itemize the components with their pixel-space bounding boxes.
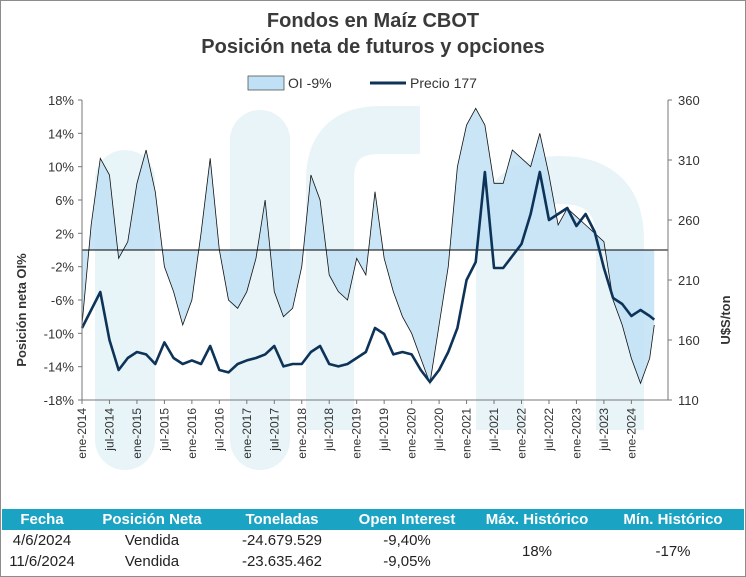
cell-open-interest: -9,40%: [383, 532, 431, 549]
cell-open-interest: -9,05%: [383, 553, 431, 570]
y-left-tick-label: -18%: [44, 393, 75, 408]
cell-min-historico: -17%: [655, 542, 691, 560]
x-tick-label: jul-2020: [432, 408, 446, 452]
y-left-tick-label: 14%: [48, 126, 74, 141]
x-tick-label: jul-2019: [377, 408, 391, 452]
header-max-historico: Máx. Histórico: [472, 509, 602, 530]
header-min-historico: Mín. Histórico: [602, 509, 744, 530]
header-open-interest: Open Interest: [342, 509, 472, 530]
x-tick-label: ene-2020: [405, 408, 419, 459]
x-tick-label: jul-2017: [267, 408, 281, 452]
y-right-tick-label: 310: [678, 153, 700, 168]
y-left-tick-label: 10%: [48, 160, 74, 175]
x-tick-label: jul-2015: [157, 408, 171, 452]
y-left-tick-label: -10%: [44, 326, 75, 341]
summary-table: Fecha Posición Neta Toneladas Open Inter…: [2, 509, 744, 572]
x-tick-label: ene-2023: [569, 408, 583, 459]
y-right-tick-label: 160: [678, 333, 700, 348]
y-right-tick-label: 210: [678, 273, 700, 288]
chart-subtitle: Posición neta de futuros y opciones: [201, 36, 545, 58]
cell-toneladas: -23.635.462: [241, 553, 323, 570]
y-left-tick-label: 6%: [55, 193, 74, 208]
cell-posicion: Vendida: [124, 553, 180, 570]
x-tick-label: jul-2022: [542, 408, 556, 452]
y-right-tick-label: 260: [678, 213, 700, 228]
y-left-tick-label: -6%: [51, 293, 75, 308]
cell-toneladas: -24.679.529: [241, 532, 323, 549]
x-tick-label: ene-2019: [350, 408, 364, 459]
y-left-tick-label: -2%: [51, 260, 75, 275]
cell-max-historico: 18%: [521, 542, 553, 560]
chart-svg: 18% 14% 10% 6% 2% -2% -6% -10% -14% -18% 360 310 260…: [14, 75, 733, 470]
series-oi-area: [82, 108, 655, 384]
y-axis-right-label: U$S/ton: [718, 295, 733, 344]
y-left-tick-label: -14%: [44, 360, 75, 375]
cell-fecha: 4/6/2024: [12, 532, 72, 549]
y-left-tick-label: 18%: [48, 93, 74, 108]
series-oi-outline: [81, 107, 655, 385]
y-left-tick-label: 2%: [55, 226, 74, 241]
x-tick-label: ene-2014: [75, 408, 89, 459]
table-row: 4/6/2024 Vendida -24.679.529 -9,40% 18% …: [2, 530, 744, 560]
x-tick-label: ene-2022: [515, 408, 529, 459]
legend-swatch-oi: [247, 75, 285, 91]
y-right-tick-label: 360: [678, 93, 700, 108]
x-tick-label: ene-2017: [240, 408, 254, 459]
x-tick-label: jul-2014: [102, 408, 116, 452]
x-tick-label: jul-2018: [322, 408, 336, 452]
y-right-tick-label: 110: [678, 393, 699, 408]
x-tick-label: ene-2021: [460, 408, 474, 459]
x-tick-label: ene-2024: [624, 408, 638, 459]
series-price-line: [80, 170, 656, 384]
legend: OI -9% Precio 177: [247, 75, 477, 91]
cell-fecha: 11/6/2024: [9, 553, 75, 570]
x-tick-label: ene-2016: [185, 408, 199, 459]
x-tick-label: ene-2018: [295, 408, 309, 459]
header-toneladas: Toneladas: [222, 509, 342, 530]
header-posicion-neta: Posición Neta: [82, 509, 222, 530]
x-tick-label: jul-2016: [212, 408, 226, 452]
chart-title: Fondos en Maíz CBOT: [266, 10, 480, 32]
legend-label-price: Precio 177: [410, 75, 477, 91]
x-tick-label: jul-2023: [597, 408, 611, 452]
legend-label-oi: OI -9%: [288, 75, 332, 91]
x-tick-label: ene-2015: [130, 408, 144, 459]
table-row: 11/6/2024 Vendida -23.635.462 -9,05%: [2, 551, 744, 572]
y-axis-left-label: Posición neta OI%: [14, 253, 29, 367]
cell-posicion: Vendida: [124, 532, 180, 549]
table-header-row: Fecha Posición Neta Toneladas Open Inter…: [2, 509, 744, 530]
header-fecha: Fecha: [2, 509, 82, 530]
x-tick-label: jul-2021: [487, 408, 501, 452]
